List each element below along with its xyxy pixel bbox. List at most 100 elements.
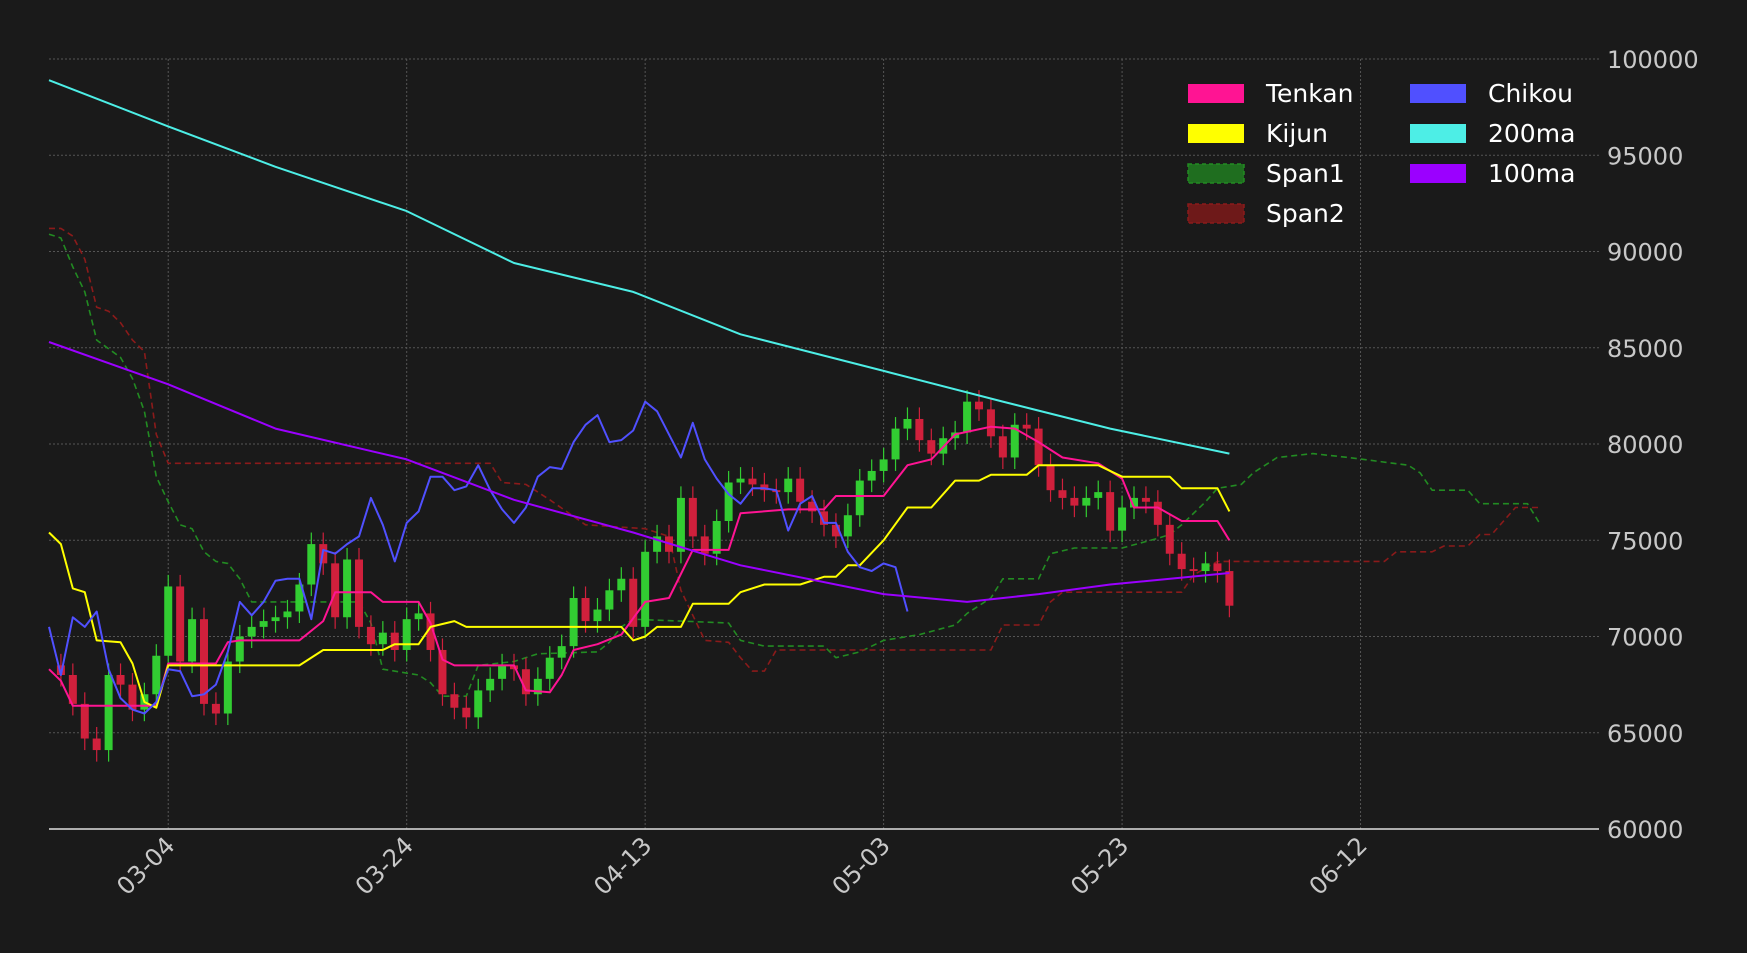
candle-body bbox=[1022, 424, 1031, 429]
candle-body bbox=[498, 665, 507, 679]
candle-body bbox=[283, 611, 292, 618]
candle-body bbox=[867, 470, 876, 481]
candle-body bbox=[557, 646, 566, 658]
candle-body bbox=[1046, 465, 1055, 491]
series-line bbox=[48, 464, 1231, 709]
legend-swatch bbox=[1187, 163, 1245, 184]
candle-body bbox=[1141, 497, 1150, 502]
candle-body bbox=[545, 657, 554, 679]
candle-body bbox=[235, 636, 244, 662]
legend-label: Chikou bbox=[1488, 79, 1573, 108]
candle-body bbox=[724, 482, 733, 521]
candle-body bbox=[164, 586, 173, 656]
candle-body bbox=[748, 478, 757, 485]
candle-body bbox=[259, 621, 268, 627]
candle-body bbox=[521, 669, 530, 695]
legend-label: Span2 bbox=[1266, 199, 1345, 228]
candle-body bbox=[700, 536, 709, 554]
candle-body bbox=[271, 617, 280, 622]
candle-body bbox=[1106, 492, 1115, 531]
y-tick-label: 100000 bbox=[1607, 46, 1699, 74]
candle-body bbox=[486, 678, 495, 691]
candle-body bbox=[307, 544, 316, 585]
candle-body bbox=[736, 478, 745, 483]
candle-body bbox=[1094, 492, 1103, 498]
candle-body bbox=[641, 551, 650, 627]
legend-label: Span1 bbox=[1266, 159, 1345, 188]
candle-body bbox=[402, 619, 411, 650]
candle-body bbox=[688, 497, 697, 537]
candle-body bbox=[1010, 424, 1019, 458]
candle-body bbox=[1177, 553, 1186, 570]
candle-body bbox=[605, 590, 614, 610]
candle-body bbox=[331, 563, 340, 618]
legend-swatch bbox=[1188, 84, 1244, 103]
y-tick-label: 80000 bbox=[1607, 431, 1683, 459]
legend-label: 200ma bbox=[1488, 119, 1575, 148]
legend-label: Tenkan bbox=[1265, 79, 1353, 108]
series-line bbox=[48, 400, 909, 715]
candle-body bbox=[1034, 428, 1043, 466]
y-tick-label: 75000 bbox=[1607, 527, 1683, 555]
candle-body bbox=[152, 655, 161, 695]
candle-body bbox=[92, 738, 101, 751]
candle-body bbox=[1070, 497, 1079, 506]
candle-body bbox=[247, 626, 256, 637]
candle-body bbox=[1189, 569, 1198, 572]
candle-body bbox=[223, 661, 232, 714]
candle-body bbox=[784, 478, 793, 493]
candle-body bbox=[820, 511, 828, 525]
y-tick-label: 65000 bbox=[1607, 720, 1683, 748]
series-line bbox=[48, 79, 1230, 455]
candle-body bbox=[80, 703, 89, 739]
candle-body bbox=[1153, 501, 1162, 525]
candle-body bbox=[68, 675, 77, 704]
y-tick-label: 60000 bbox=[1607, 816, 1683, 844]
candle-body bbox=[1082, 497, 1091, 506]
candle-body bbox=[474, 690, 483, 718]
candle-body bbox=[188, 619, 197, 662]
candle-body bbox=[891, 428, 900, 460]
candle-body bbox=[963, 401, 972, 433]
candle-body bbox=[1058, 490, 1067, 498]
candle-body bbox=[808, 501, 817, 512]
candle-body bbox=[343, 559, 352, 618]
candle-body bbox=[462, 707, 471, 718]
candle-body bbox=[533, 678, 542, 695]
series-line bbox=[49, 227, 1540, 672]
candle-body bbox=[176, 586, 185, 662]
candle-body bbox=[200, 619, 208, 704]
candle-body bbox=[1130, 497, 1138, 508]
candle-body bbox=[796, 478, 805, 502]
candle-body bbox=[581, 598, 590, 622]
candle-body bbox=[915, 418, 924, 441]
candle-body bbox=[843, 515, 852, 537]
candle-body bbox=[653, 536, 662, 552]
candle-body bbox=[378, 632, 387, 645]
candle-body bbox=[986, 409, 995, 437]
candle-body bbox=[998, 436, 1007, 458]
legend-swatch bbox=[1410, 84, 1466, 103]
candle-body bbox=[1118, 507, 1127, 531]
y-tick-label: 85000 bbox=[1607, 335, 1683, 363]
candle-body bbox=[426, 613, 435, 650]
legend: Tenkan Kijun Span1 Span2 Chikou 200ma 100ma bbox=[1187, 79, 1575, 228]
series-line bbox=[48, 233, 1541, 697]
candle-body bbox=[629, 578, 638, 627]
y-tick-label: 70000 bbox=[1607, 624, 1683, 652]
candle-body bbox=[569, 598, 578, 647]
legend-swatch bbox=[1188, 124, 1244, 143]
candle-body bbox=[879, 459, 888, 471]
candle-body bbox=[1165, 524, 1174, 554]
candle-body bbox=[975, 401, 983, 410]
legend-swatch bbox=[1187, 203, 1245, 224]
candle-body bbox=[831, 524, 840, 537]
y-tick-label: 95000 bbox=[1607, 142, 1683, 170]
candle-body bbox=[104, 675, 113, 751]
candle-body bbox=[366, 626, 375, 645]
candle-body bbox=[855, 480, 864, 516]
candle-body bbox=[390, 632, 399, 650]
candle-body bbox=[438, 649, 447, 695]
y-tick-label: 90000 bbox=[1607, 239, 1683, 267]
